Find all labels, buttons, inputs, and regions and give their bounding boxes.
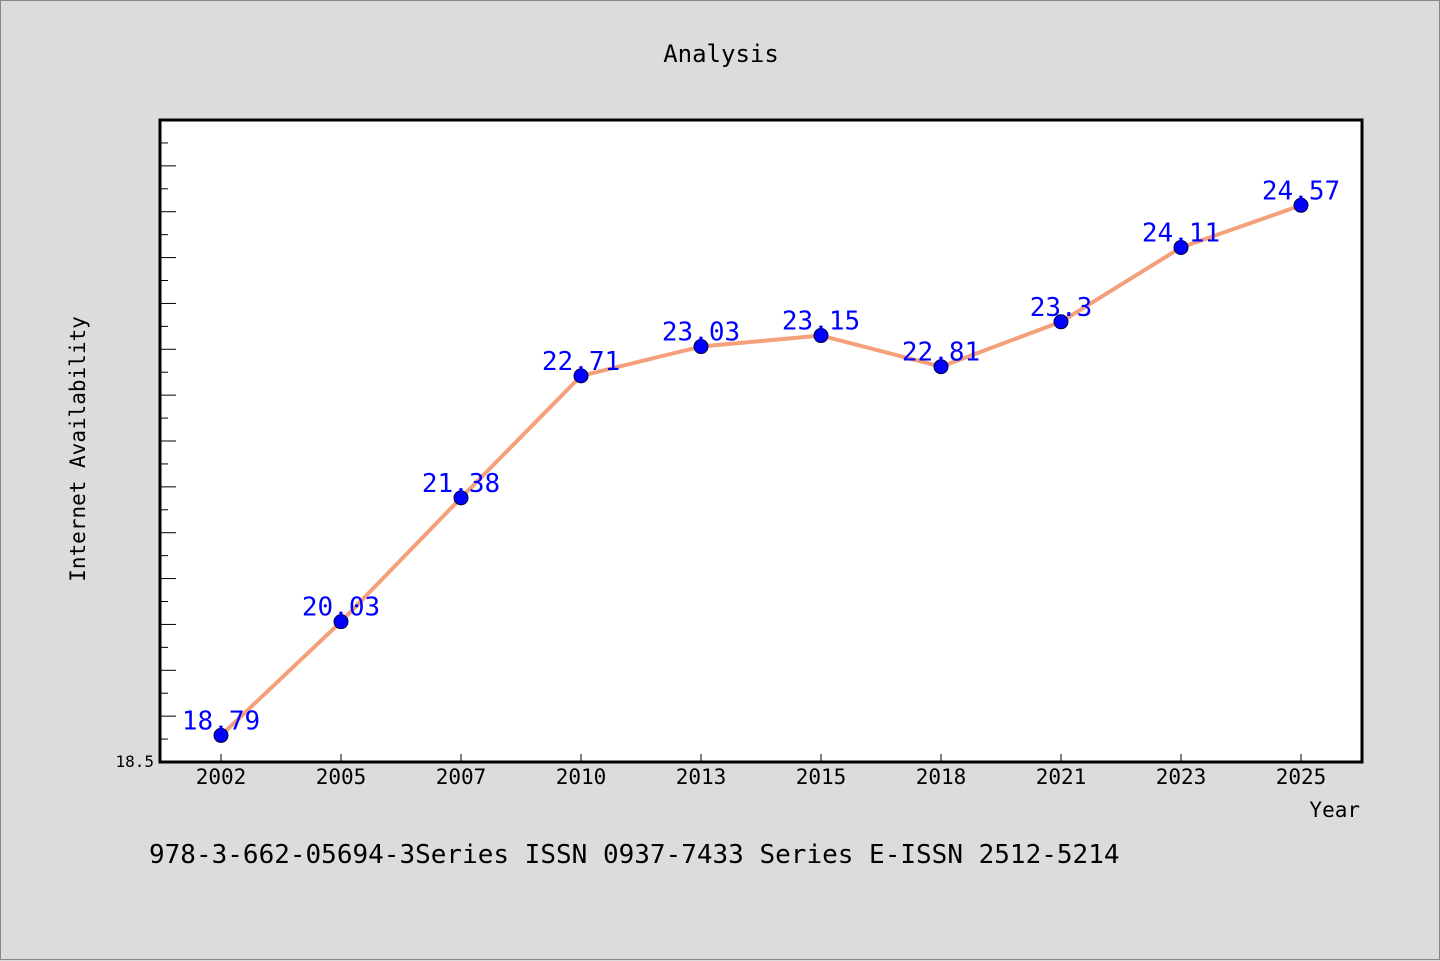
x-tick-label: 2010 — [556, 765, 607, 789]
data-point — [933, 359, 949, 375]
data-label: 23.15 — [782, 307, 860, 337]
data-label: 22.71 — [542, 347, 620, 377]
data-label: 24.11 — [1142, 218, 1220, 248]
x-tick-label: 2021 — [1036, 765, 1087, 789]
y-axis-label: Internet Availability — [66, 316, 90, 582]
data-label: 23.03 — [662, 318, 740, 348]
x-tick-label: 2015 — [796, 765, 847, 789]
chart-title: Analysis — [663, 40, 779, 68]
x-tick-label: 2002 — [196, 765, 247, 789]
y-tick-label: 18.5 — [115, 752, 154, 771]
x-tick-label: 2025 — [1276, 765, 1327, 789]
data-label: 24.57 — [1262, 176, 1340, 206]
plot-area — [158, 118, 1364, 764]
y-axis-ticks — [160, 119, 176, 740]
data-label: 21.38 — [422, 469, 500, 499]
x-axis-ticks — [220, 754, 1302, 762]
data-point — [333, 614, 349, 630]
x-tick-label: 2023 — [1156, 765, 1207, 789]
x-tick-label: 2007 — [436, 765, 487, 789]
series-line — [219, 203, 1303, 738]
x-tick-label: 2018 — [916, 765, 967, 789]
x-axis-label: Year — [1309, 798, 1360, 822]
data-point — [813, 328, 829, 344]
data-point — [1173, 239, 1189, 255]
data-label: 18.79 — [182, 706, 260, 736]
data-point — [693, 339, 709, 355]
data-point — [1053, 314, 1069, 330]
x-tick-label: 2013 — [676, 765, 727, 789]
series-group: 18.79 20.03 21.38 22.71 23.03 23.15 22.81 23.3 2… — [182, 176, 1340, 743]
x-tick-label: 2005 — [316, 765, 367, 789]
data-label: 20.03 — [302, 593, 380, 623]
footer-text: 978-3-662-05694-3Series ISSN 0937-7433 S… — [149, 840, 1120, 870]
data-point — [453, 490, 469, 506]
data-point — [573, 368, 589, 384]
x-axis-tick-labels: 2002 2005 2007 2010 2013 2015 2018 2021 2023 2025 — [196, 765, 1327, 789]
data-label: 22.81 — [902, 338, 980, 368]
data-label: 23.3 — [1030, 293, 1093, 323]
data-point — [1293, 197, 1309, 213]
data-point — [213, 727, 229, 743]
